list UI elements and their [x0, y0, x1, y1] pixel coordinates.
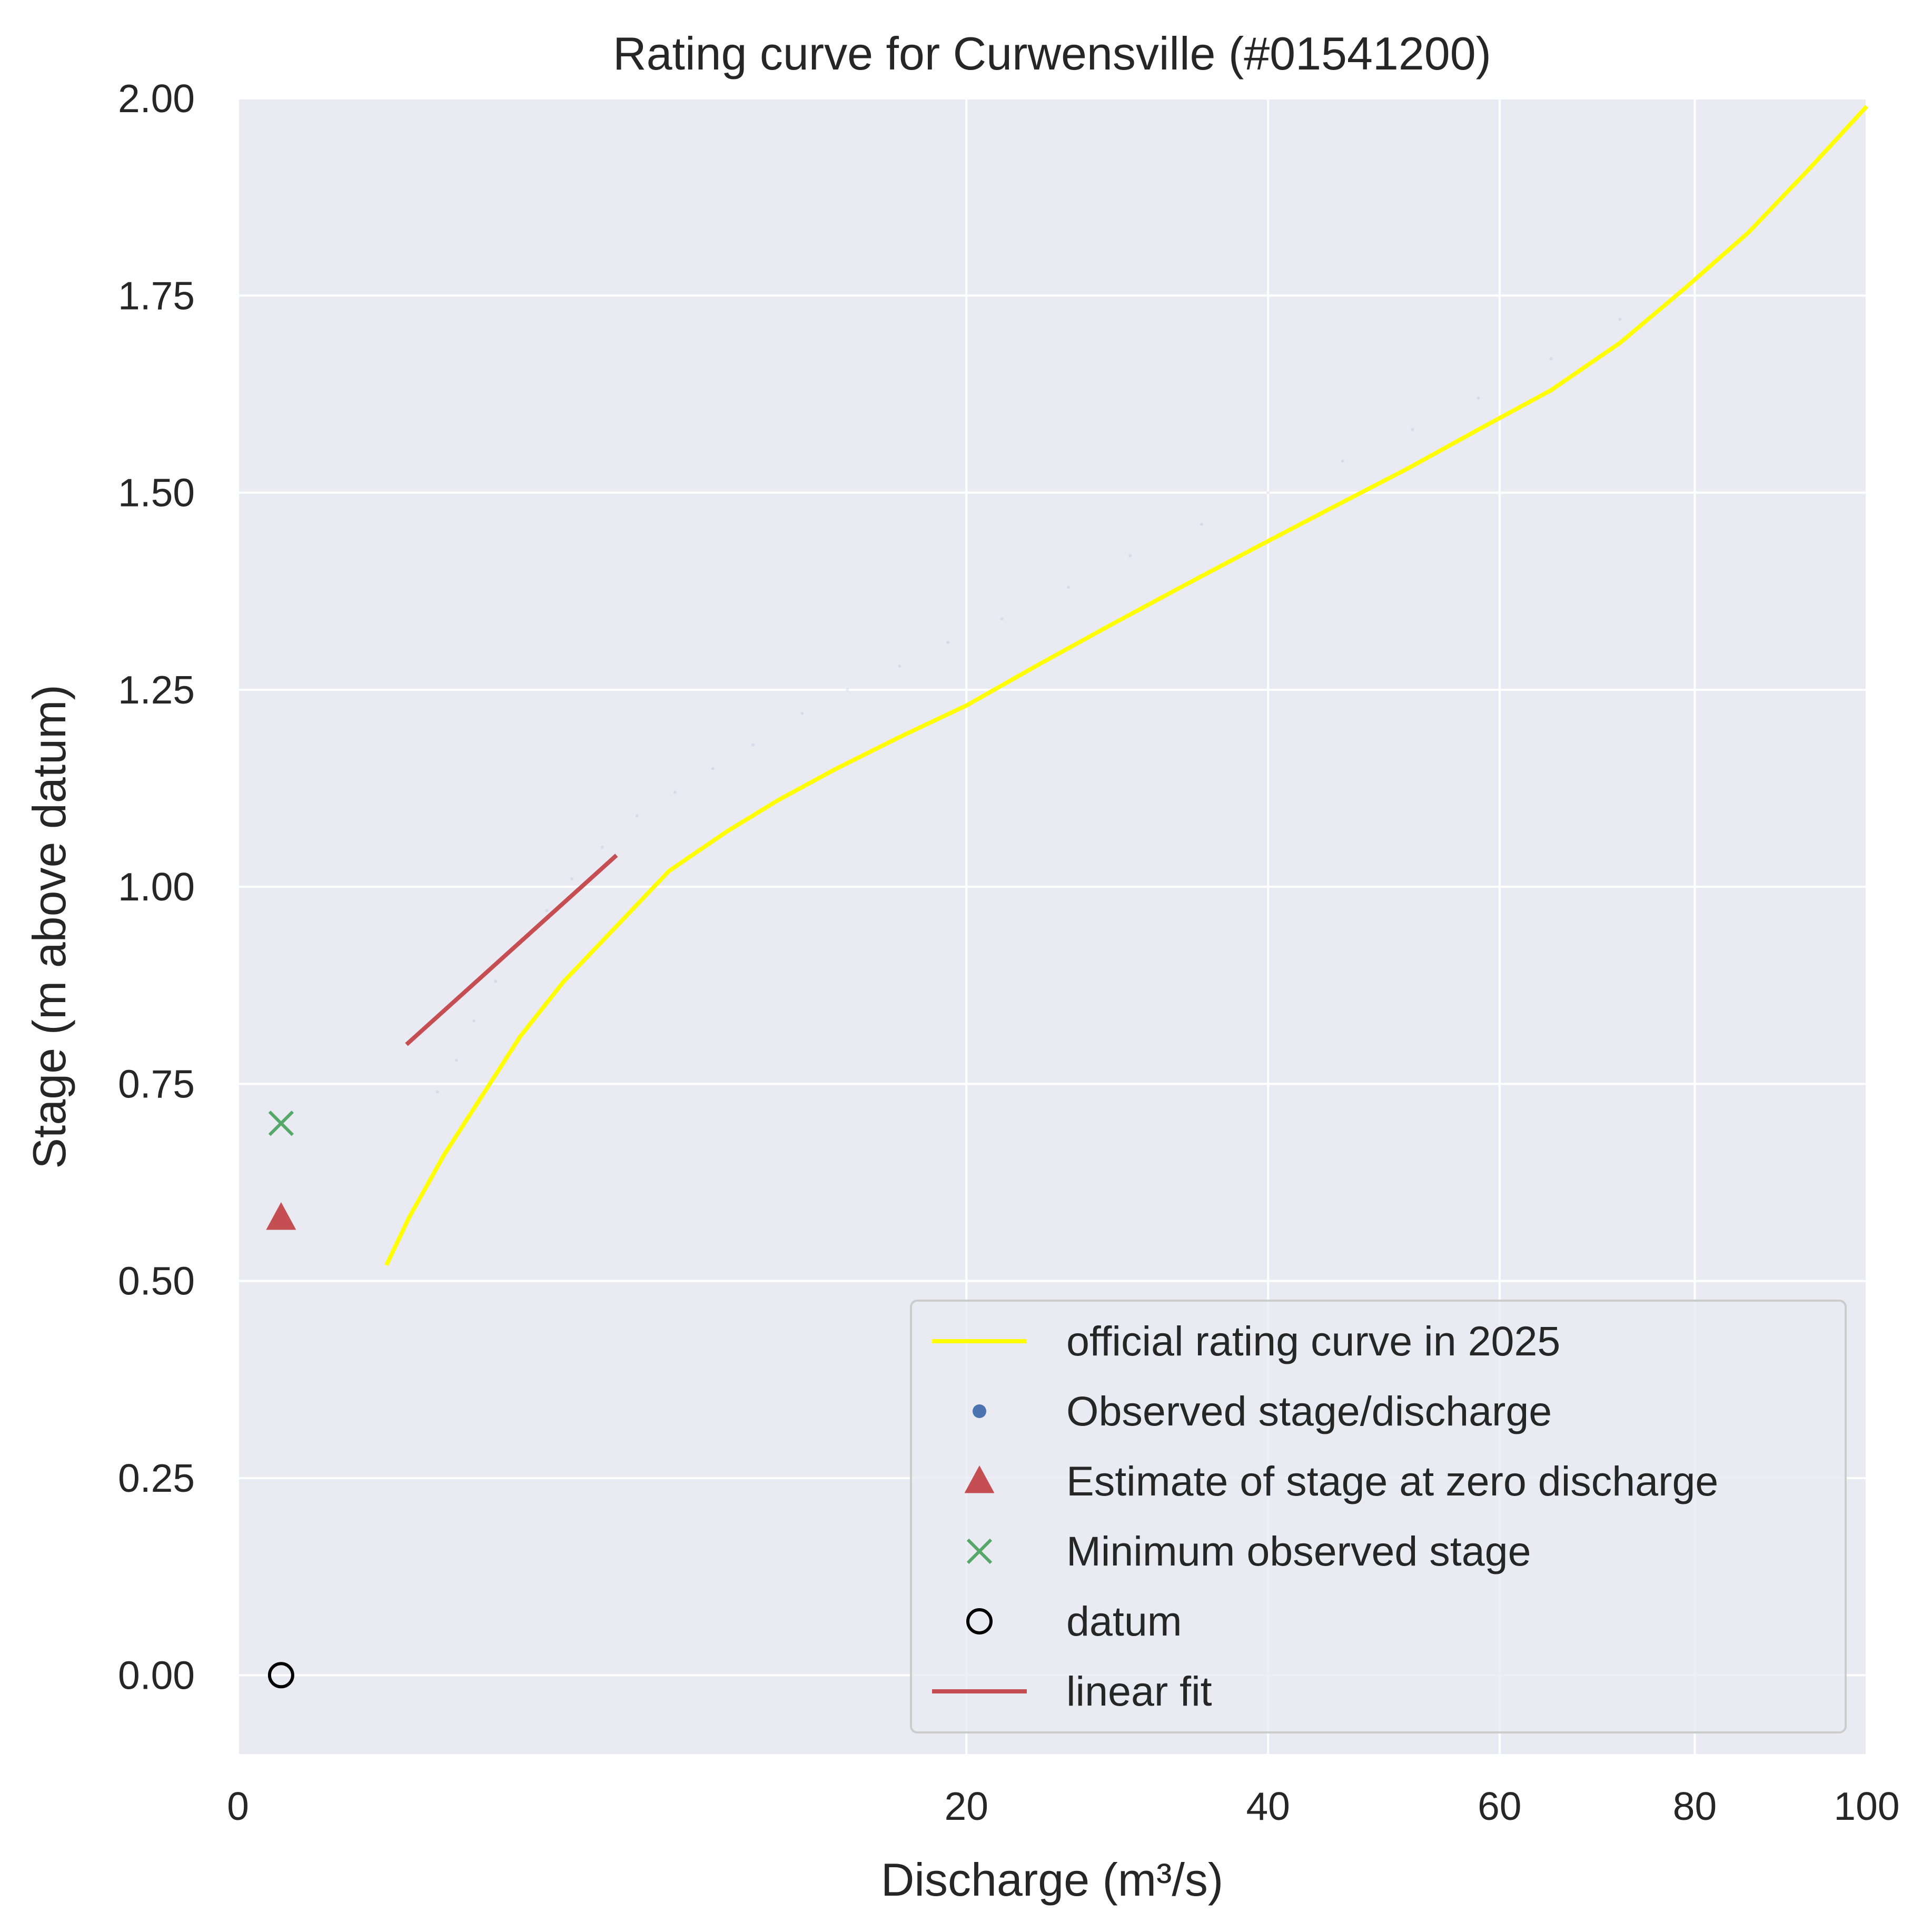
y-axis-label: Stage (m above datum): [23, 685, 75, 1169]
observed-point: [711, 767, 715, 770]
series-layer: [266, 105, 1868, 1689]
observed-point: [472, 1019, 476, 1023]
observed-point: [1549, 357, 1553, 361]
y-tick-label: 0.25: [118, 1456, 195, 1500]
legend-triangle-swatch: [964, 1465, 995, 1493]
observed-point: [1477, 396, 1480, 400]
observed-point: [1341, 459, 1344, 463]
y-tick-label: 2.00: [118, 76, 195, 121]
series-linear-fit: [405, 854, 618, 1046]
datum-circle-marker: [267, 1662, 294, 1689]
y-tick-label: 1.00: [118, 865, 195, 909]
legend-x-swatch: [966, 1538, 993, 1564]
series-official-rating-curve-in-2025: [384, 105, 1868, 1266]
observed-point: [1000, 617, 1004, 621]
observed-point: [570, 877, 573, 881]
legend-entry-official-rating-curve-in-2025: official rating curve in 2025: [932, 1317, 1560, 1364]
x-tick-label: 100: [1834, 1784, 1899, 1828]
y-tick-label: 0.75: [118, 1062, 195, 1106]
observed-point: [545, 909, 549, 913]
y-tick-label: 0.00: [118, 1653, 195, 1697]
chart-title: Rating curve for Curwensville (#01541200…: [613, 27, 1491, 80]
x-tick-label: 40: [1246, 1784, 1290, 1828]
observed-point: [1067, 586, 1071, 589]
observed-point: [846, 688, 849, 691]
x-tick-label: 80: [1673, 1784, 1717, 1828]
series-datum: [267, 1662, 294, 1689]
minimum-stage-x-marker: [268, 1111, 294, 1136]
legend-circle-swatch: [966, 1608, 993, 1634]
observed-point: [494, 979, 498, 983]
tick-labels: 0 20 40 60 80 100 0.00 0.25 0.50 0.75 1.00 1.25 1.50…: [118, 76, 1900, 1828]
observed-point: [635, 814, 639, 818]
legend-label: Estimate of stage at zero discharge: [1066, 1458, 1718, 1504]
observed-point: [454, 1058, 458, 1062]
observed-point: [800, 711, 804, 715]
x-axis-label: Discharge (m³/s): [881, 1854, 1223, 1906]
observed-point: [1128, 554, 1132, 558]
observed-point: [1411, 428, 1414, 431]
legend-dot-swatch: [973, 1404, 986, 1418]
series-minimum-observed-stage: [268, 1111, 294, 1136]
observed-point: [946, 641, 950, 645]
observed-point: [673, 790, 677, 794]
zero-discharge-triangle-marker: [266, 1202, 296, 1230]
grid-lines: [237, 97, 1868, 1754]
legend-label: official rating curve in 2025: [1066, 1317, 1560, 1364]
series-observed-stage-discharge: [435, 318, 1622, 1094]
legend-label: datum: [1066, 1598, 1182, 1644]
observed-point: [1266, 491, 1270, 494]
legend-box: [910, 1300, 1847, 1733]
y-tick-label: 1.75: [118, 273, 195, 318]
observed-point: [1618, 318, 1622, 321]
y-tick-label: 0.50: [118, 1259, 195, 1303]
official-rating-curve-in-2025-line: [384, 105, 1868, 1266]
legend-entry-linear-fit: linear fit: [932, 1668, 1212, 1715]
legend-entry-observed-stage-discharge: Observed stage/discharge: [973, 1388, 1552, 1434]
observed-point: [1200, 522, 1203, 526]
y-tick-label: 1.50: [118, 471, 195, 515]
observed-point: [898, 664, 901, 668]
observed-point: [751, 743, 755, 747]
legend-entry-estimate-of-stage-at-zero-discharge: Estimate of stage at zero discharge: [964, 1458, 1718, 1504]
x-tick-label: 0: [227, 1784, 249, 1828]
linear-fit-line: [405, 854, 618, 1046]
legend-label: Minimum observed stage: [1066, 1528, 1531, 1574]
x-tick-label: 60: [1478, 1784, 1521, 1828]
series-estimate-of-stage-at-zero-discharge: [266, 1202, 296, 1230]
legend-label: linear fit: [1066, 1668, 1212, 1715]
legend-entry-minimum-observed-stage: Minimum observed stage: [966, 1528, 1531, 1574]
legend-label: Observed stage/discharge: [1066, 1388, 1552, 1434]
legend-entries: official rating curve in 2025 Observed st…: [932, 1317, 1718, 1715]
x-tick-label: 20: [945, 1784, 988, 1828]
observed-point: [600, 846, 604, 849]
y-tick-label: 1.25: [118, 668, 195, 712]
legend-entry-datum: datum: [966, 1598, 1182, 1644]
observed-point: [435, 1090, 439, 1094]
legend: official rating curve in 2025 Observed st…: [910, 1300, 1847, 1733]
